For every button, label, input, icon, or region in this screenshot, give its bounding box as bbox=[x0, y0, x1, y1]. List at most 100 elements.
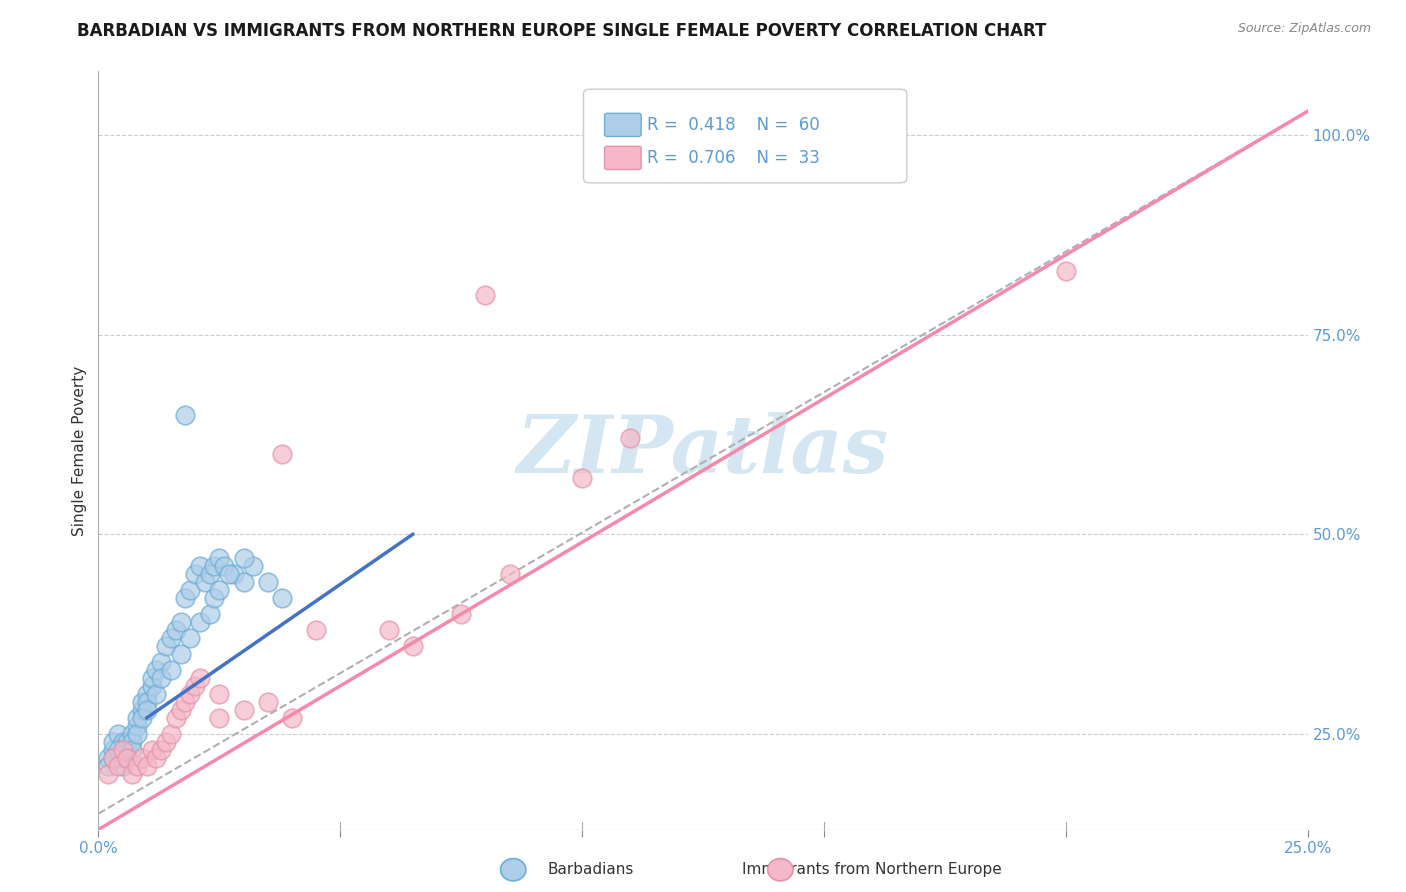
Point bbox=[450, 607, 472, 621]
Point bbox=[204, 591, 226, 606]
Point bbox=[179, 583, 201, 598]
Point bbox=[165, 623, 187, 637]
Text: Barbadians: Barbadians bbox=[547, 863, 634, 877]
Point bbox=[188, 615, 211, 629]
Point bbox=[131, 703, 153, 717]
Point bbox=[131, 711, 153, 725]
Point bbox=[117, 750, 139, 764]
Text: Source: ZipAtlas.com: Source: ZipAtlas.com bbox=[1237, 22, 1371, 36]
Point bbox=[281, 711, 304, 725]
Point bbox=[127, 727, 149, 741]
Point bbox=[222, 567, 245, 582]
Point bbox=[208, 687, 231, 701]
Point bbox=[145, 663, 167, 677]
Point bbox=[97, 758, 120, 772]
Point bbox=[127, 711, 149, 725]
Point bbox=[271, 591, 294, 606]
Point bbox=[208, 583, 231, 598]
Point bbox=[232, 703, 254, 717]
Point bbox=[212, 559, 235, 574]
Point bbox=[169, 647, 191, 661]
Point bbox=[160, 727, 183, 741]
Point bbox=[184, 679, 207, 693]
Text: Immigrants from Northern Europe: Immigrants from Northern Europe bbox=[742, 863, 1001, 877]
Point bbox=[305, 623, 328, 637]
Text: R =  0.706    N =  33: R = 0.706 N = 33 bbox=[647, 149, 820, 167]
Point bbox=[135, 703, 157, 717]
Point bbox=[121, 766, 143, 780]
Point bbox=[107, 727, 129, 741]
Point bbox=[101, 750, 124, 764]
Point bbox=[111, 735, 134, 749]
Point bbox=[194, 575, 217, 590]
Point bbox=[117, 750, 139, 764]
Point bbox=[150, 743, 173, 757]
Point bbox=[377, 623, 399, 637]
Point bbox=[150, 655, 173, 669]
Point bbox=[117, 743, 139, 757]
Point bbox=[97, 766, 120, 780]
Point bbox=[155, 735, 177, 749]
Point bbox=[498, 567, 520, 582]
Point bbox=[174, 695, 197, 709]
Text: ZIPatlas: ZIPatlas bbox=[517, 412, 889, 489]
Point bbox=[101, 735, 124, 749]
Point bbox=[179, 631, 201, 645]
Point bbox=[242, 559, 264, 574]
Point bbox=[174, 408, 197, 422]
Point bbox=[1054, 264, 1077, 278]
Point bbox=[121, 727, 143, 741]
Point bbox=[155, 639, 177, 653]
Point bbox=[169, 615, 191, 629]
Point bbox=[145, 750, 167, 764]
Point bbox=[101, 750, 124, 764]
Point bbox=[111, 743, 134, 757]
Point bbox=[188, 559, 211, 574]
Point bbox=[111, 750, 134, 764]
Point bbox=[184, 567, 207, 582]
Point bbox=[571, 471, 593, 485]
Point bbox=[198, 567, 221, 582]
Text: BARBADIAN VS IMMIGRANTS FROM NORTHERN EUROPE SINGLE FEMALE POVERTY CORRELATION C: BARBADIAN VS IMMIGRANTS FROM NORTHERN EU… bbox=[77, 22, 1046, 40]
Point bbox=[141, 671, 163, 685]
Point bbox=[127, 758, 149, 772]
Point bbox=[619, 432, 641, 446]
Point bbox=[204, 559, 226, 574]
Point bbox=[135, 687, 157, 701]
Point bbox=[208, 551, 231, 566]
Point bbox=[127, 719, 149, 733]
Point bbox=[121, 735, 143, 749]
Point bbox=[256, 575, 278, 590]
Point bbox=[101, 743, 124, 757]
Point bbox=[165, 711, 187, 725]
Y-axis label: Single Female Poverty: Single Female Poverty bbox=[72, 366, 87, 535]
Point bbox=[208, 711, 231, 725]
Point bbox=[141, 743, 163, 757]
Point bbox=[160, 663, 183, 677]
Point bbox=[150, 671, 173, 685]
Point bbox=[198, 607, 221, 621]
Point bbox=[107, 758, 129, 772]
Point bbox=[271, 447, 294, 461]
Point bbox=[218, 567, 240, 582]
Point bbox=[117, 735, 139, 749]
Point bbox=[174, 591, 197, 606]
Point bbox=[135, 695, 157, 709]
Point bbox=[145, 687, 167, 701]
Point bbox=[131, 750, 153, 764]
Point bbox=[107, 743, 129, 757]
Point bbox=[121, 743, 143, 757]
Point bbox=[232, 575, 254, 590]
Point bbox=[135, 758, 157, 772]
Point bbox=[111, 743, 134, 757]
Point bbox=[169, 703, 191, 717]
Point bbox=[97, 750, 120, 764]
Point bbox=[402, 639, 425, 653]
Point bbox=[179, 687, 201, 701]
Point bbox=[188, 671, 211, 685]
Point bbox=[131, 695, 153, 709]
Point bbox=[111, 758, 134, 772]
Point bbox=[232, 551, 254, 566]
Point bbox=[160, 631, 183, 645]
Point bbox=[474, 288, 496, 302]
